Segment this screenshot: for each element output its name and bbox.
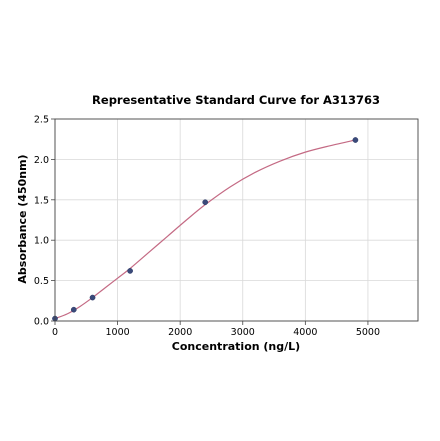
fit-curve-layer: [54, 139, 356, 320]
y-tick-label: 2.5: [34, 115, 49, 126]
x-tick-label: 5000: [356, 327, 380, 338]
y-axis-label: Absorbance (450nm): [16, 154, 29, 283]
chart-title: Representative Standard Curve for A31376…: [92, 93, 380, 107]
plot-frame: [54, 118, 419, 322]
y-tick-label: 2.0: [34, 155, 49, 166]
data-point: [127, 268, 133, 274]
data-point: [89, 294, 96, 301]
y-tick-label: 0.5: [34, 276, 49, 287]
x-tick-label: 2000: [168, 327, 192, 338]
data-point: [70, 306, 77, 313]
y-tick-label: 1.5: [34, 195, 49, 206]
x-tick-label: 4000: [293, 327, 317, 338]
x-axis-label: Concentration (ng/L): [172, 340, 300, 353]
y-tick-label: 0.0: [34, 317, 49, 328]
x-tick-label: 3000: [231, 327, 255, 338]
x-tick-label: 0: [52, 327, 58, 338]
axis-ticks: 0 1000 2000 3000 4000 5000 0.0 0.5 1.0 1.5 2.0 2.5: [34, 115, 380, 339]
data-points-layer: [52, 137, 359, 322]
fit-curve-line: [54, 139, 356, 320]
grid-lines: [54, 118, 418, 322]
y-tick-label: 1.0: [34, 236, 49, 247]
x-tick-label: 1000: [105, 327, 129, 338]
data-point: [352, 137, 359, 143]
data-point: [202, 199, 209, 206]
